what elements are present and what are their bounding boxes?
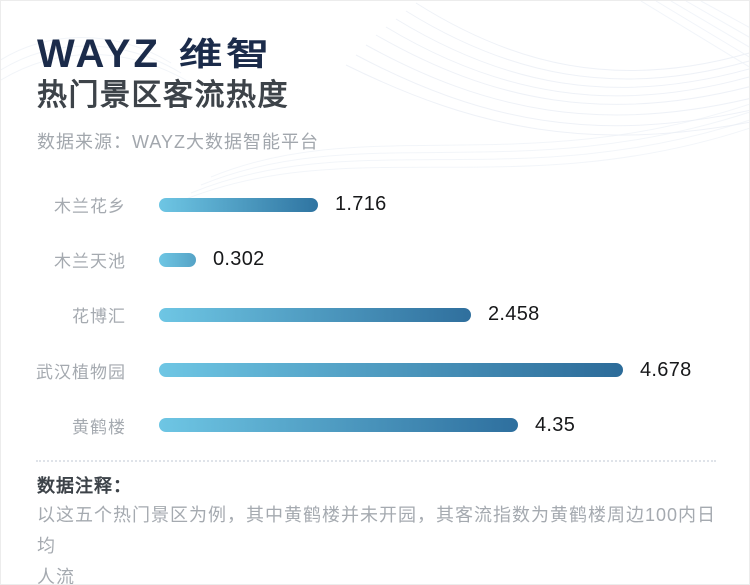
page-title: 热门景区客流热度	[37, 79, 289, 112]
note-line: 以这五个热门景区为例，其中黄鹤楼并未开园，其客流指数为黄鹤楼周边100内日均	[37, 505, 717, 556]
dotted-divider	[36, 460, 716, 462]
note-line: 人流	[37, 567, 75, 585]
chart-row: 木兰花乡 1.716	[1, 177, 749, 232]
note-text: 以这五个热门景区为例，其中黄鹤楼并未开园，其客流指数为黄鹤楼周边100内日均 人…	[37, 500, 732, 585]
category-label: 黄鹤楼	[72, 417, 126, 437]
bar	[159, 307, 471, 322]
bar-chart: 木兰花乡 1.716 木兰天池 0.302 花博汇 2.458 武汉植物园 4.…	[1, 177, 749, 453]
value-label: 0.302	[213, 248, 265, 271]
bar	[159, 252, 196, 267]
chart-row: 木兰天池 0.302	[1, 232, 749, 287]
category-label: 木兰天池	[54, 252, 126, 272]
chart-row: 黄鹤楼 4.35	[1, 398, 749, 453]
brand-logo-weizhi: 维智	[178, 36, 274, 72]
value-label: 4.678	[640, 358, 692, 381]
chart-row: 武汉植物园 4.678	[1, 343, 749, 398]
category-label: 花博汇	[72, 307, 126, 327]
bar	[159, 363, 623, 378]
category-label: 木兰花乡	[54, 197, 126, 217]
value-label: 2.458	[488, 303, 540, 326]
category-label: 武汉植物园	[36, 362, 126, 382]
brand-logo-wayz: WAYZ	[37, 32, 161, 76]
bar	[159, 418, 518, 433]
bar	[159, 197, 318, 212]
note-title: 数据注释：	[37, 476, 132, 496]
chart-row: 花博汇 2.458	[1, 287, 749, 342]
value-label: 1.716	[335, 193, 387, 216]
value-label: 4.35	[535, 413, 576, 436]
brand-logo: WAYZ 维智	[37, 32, 269, 76]
data-source-caption: 数据来源：WAYZ大数据智能平台	[37, 132, 319, 152]
